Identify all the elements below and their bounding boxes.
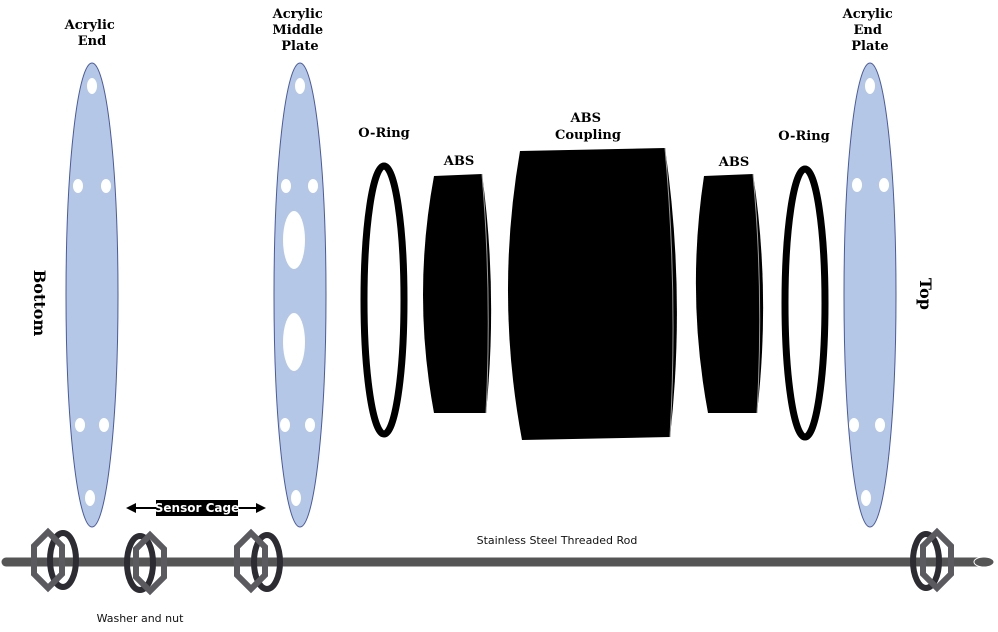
threaded-rod-label: Stainless Steel Threaded Rod	[477, 534, 638, 547]
o-ring-right	[781, 165, 829, 441]
acrylic-end-plate-label: Acrylic End Plate	[842, 7, 898, 54]
acrylic-end-plate-bottom	[65, 62, 119, 528]
acrylic-middle-plate-label: Acrylic Middle Plate	[272, 7, 328, 54]
abs-tube-right	[695, 173, 764, 414]
top-label: Top	[916, 278, 935, 310]
sensor-cage-indicator: Sensor Cage	[126, 500, 266, 516]
abs-right-label: ABS	[718, 155, 749, 170]
washer-and-nut-1	[31, 527, 79, 593]
washer-and-nut-4	[910, 527, 954, 593]
washer-and-nut-label: Washer and nut	[97, 612, 185, 625]
acrylic-end-label: Acrylic End	[64, 18, 120, 49]
washer-and-nut-2	[124, 530, 167, 596]
abs-tube-left	[423, 173, 492, 414]
abs-coupling-label: ABS Coupling	[555, 111, 621, 143]
acrylic-middle-plate	[273, 62, 327, 528]
o-ring-left	[360, 162, 408, 438]
washer-and-nut-3	[234, 528, 283, 594]
o-ring-left-label: O-Ring	[358, 126, 409, 141]
acrylic-end-plate-top	[843, 62, 897, 528]
threaded-rod	[1, 556, 995, 568]
abs-left-label: ABS	[443, 154, 474, 169]
abs-coupling	[507, 147, 677, 440]
bottom-label: Bottom	[30, 270, 49, 337]
o-ring-right-label: O-Ring	[778, 129, 829, 144]
sensor-cage-label: Sensor Cage	[155, 501, 239, 515]
